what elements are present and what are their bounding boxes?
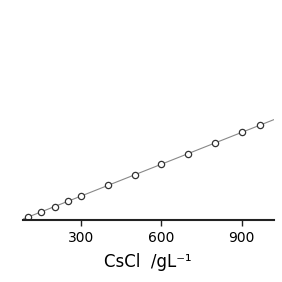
X-axis label: CsCl  /gL⁻¹: CsCl /gL⁻¹ (104, 254, 192, 271)
